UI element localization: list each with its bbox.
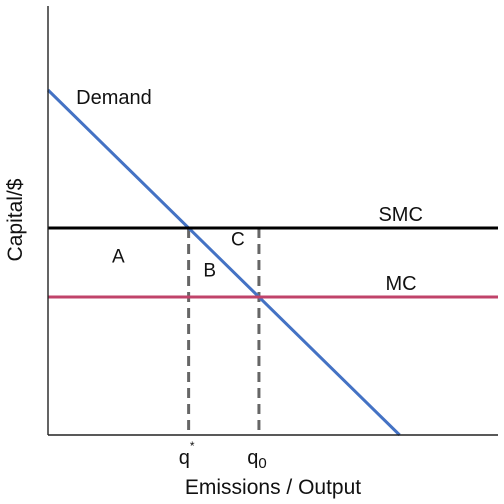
series-line-demand <box>46 88 401 437</box>
curve-label-mc: MC <box>386 273 417 295</box>
x-axis-title: Emissions / Output <box>185 476 361 499</box>
x-tick-label-0: q* <box>179 439 195 469</box>
region-label-c: C <box>231 229 245 250</box>
curve-label-demand: Demand <box>76 87 152 109</box>
region-label-b: B <box>203 260 216 281</box>
text-layer: Demand SMC MC A BCq* q0 <box>76 87 423 472</box>
region-label-a: A <box>112 247 125 268</box>
axes-layer <box>47 6 498 436</box>
curve-label-smc: SMC <box>378 204 422 226</box>
x-tick-label-1: q0 <box>247 447 266 472</box>
series-layer <box>46 88 498 437</box>
y-axis-title: Capital/$ <box>4 178 27 261</box>
guides-layer <box>187 228 261 435</box>
